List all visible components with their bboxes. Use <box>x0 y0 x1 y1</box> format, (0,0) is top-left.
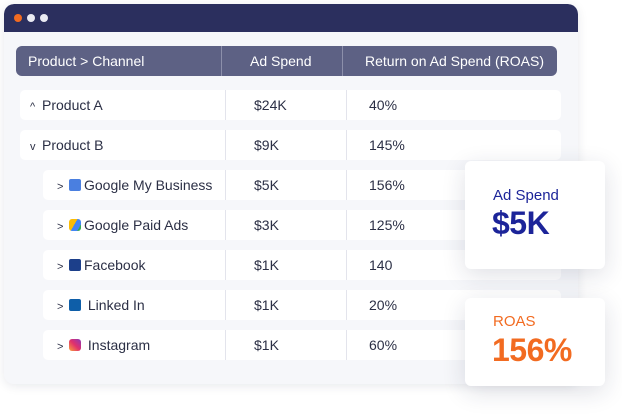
ad-spend-card: Ad Spend $5K <box>465 161 605 269</box>
roas-cell: 60% <box>369 337 398 353</box>
column-divider <box>346 330 347 360</box>
ad-spend-cell: $1K <box>254 337 279 353</box>
channel-name: Google Paid Ads <box>84 217 189 233</box>
product-cell: ^ Product A <box>30 90 103 120</box>
ad-spend-cell: $9K <box>254 137 279 153</box>
chevron-right-icon[interactable]: > <box>57 301 64 313</box>
roas-card-value: 156% <box>492 332 572 368</box>
ad-spend-cell: $1K <box>254 257 279 273</box>
ad-spend-cell: $24K <box>254 97 287 113</box>
column-divider <box>225 90 226 120</box>
column-divider <box>346 250 347 280</box>
roas-cell: 20% <box>369 297 398 313</box>
column-divider <box>225 210 226 240</box>
facebook-icon <box>69 259 81 271</box>
table-row-product-b[interactable]: v Product B $9K 145% <box>20 130 561 160</box>
roas-cell: 145% <box>369 137 405 153</box>
column-divider <box>225 330 226 360</box>
ad-spend-cell: $3K <box>254 217 279 233</box>
channel-name: Google My Business <box>84 177 213 193</box>
channel-cell: > Google Paid Ads <box>57 210 188 240</box>
header-roas[interactable]: Return on Ad Spend (ROAS) <box>365 53 544 69</box>
chevron-up-icon[interactable]: ^ <box>30 101 36 113</box>
google-ads-icon <box>69 219 81 231</box>
chevron-right-icon[interactable]: > <box>57 221 64 233</box>
column-divider <box>346 290 347 320</box>
product-name: Product A <box>42 97 103 113</box>
chevron-right-icon[interactable]: > <box>57 341 64 353</box>
roas-card: ROAS 156% <box>465 298 605 386</box>
channel-name: Linked In <box>87 297 145 313</box>
product-cell: v Product B <box>30 130 103 160</box>
header-product-channel[interactable]: Product > Channel <box>28 53 145 69</box>
roas-cell: 125% <box>369 217 405 233</box>
roas-card-label: ROAS <box>493 313 536 330</box>
window-minimize-button[interactable] <box>27 14 35 22</box>
channel-name: Instagram <box>87 337 151 353</box>
roas-cell: 40% <box>369 97 398 113</box>
column-divider <box>346 130 347 160</box>
channel-name: Facebook <box>84 257 146 273</box>
column-divider <box>346 210 347 240</box>
ad-spend-card-label: Ad Spend <box>493 187 559 204</box>
roas-cell: 156% <box>369 177 405 193</box>
column-divider <box>346 170 347 200</box>
window-maximize-button[interactable] <box>40 14 48 22</box>
ad-spend-cell: $5K <box>254 177 279 193</box>
channel-cell: > Google My Business <box>57 170 212 200</box>
roas-cell: 140 <box>369 257 393 273</box>
chevron-right-icon[interactable]: > <box>57 181 64 193</box>
chevron-right-icon[interactable]: > <box>57 261 64 273</box>
instagram-icon <box>69 339 81 351</box>
column-divider <box>225 170 226 200</box>
header-divider <box>221 46 222 76</box>
table-header: Product > Channel Ad Spend Return on Ad … <box>16 46 557 76</box>
channel-cell: > Linked In <box>57 290 145 320</box>
table-row-product-a[interactable]: ^ Product A $24K 40% <box>20 90 561 120</box>
google-my-business-icon <box>69 179 81 191</box>
channel-cell: > Instagram <box>57 330 150 360</box>
window-close-button[interactable] <box>14 14 22 22</box>
ad-spend-card-value: $5K <box>492 205 550 241</box>
channel-cell: > Facebook <box>57 250 145 280</box>
column-divider <box>225 130 226 160</box>
column-divider <box>346 90 347 120</box>
product-name: Product B <box>42 137 104 153</box>
column-divider <box>225 250 226 280</box>
title-bar <box>4 4 578 32</box>
ad-spend-cell: $1K <box>254 297 279 313</box>
header-divider <box>342 46 343 76</box>
header-ad-spend[interactable]: Ad Spend <box>250 53 312 69</box>
linkedin-icon <box>69 299 81 311</box>
chevron-down-icon[interactable]: v <box>30 141 36 153</box>
column-divider <box>225 290 226 320</box>
